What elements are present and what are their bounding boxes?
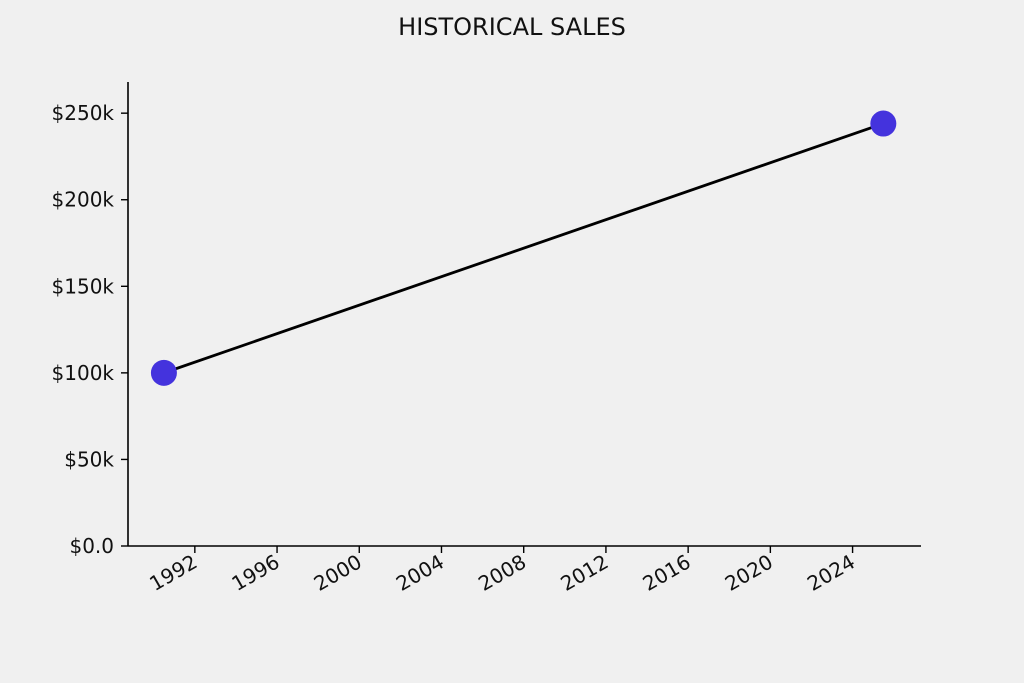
x-axis-ticks: 1992 1996 2000 2004 2008 2012 2016 2020 2024 <box>145 546 859 596</box>
x-tick-label: 2012 <box>556 550 612 596</box>
y-tick-label: $200k <box>52 188 115 212</box>
data-point <box>150 359 177 386</box>
x-tick-label: 2000 <box>310 550 366 596</box>
y-tick-label: $0.0 <box>69 534 114 558</box>
x-tick-label: 1996 <box>227 550 283 596</box>
x-tick-label: 1992 <box>145 550 201 596</box>
x-tick-label: 2024 <box>803 550 859 596</box>
axes <box>127 82 921 547</box>
y-tick-label: $100k <box>52 361 115 385</box>
y-tick-label: $150k <box>52 274 115 298</box>
data-point <box>870 110 897 137</box>
y-tick-label: $250k <box>52 101 115 125</box>
x-tick-label: 2004 <box>392 550 448 596</box>
y-axis-ticks: $0.0 $50k $100k $150k $200k $250k <box>52 101 128 558</box>
x-tick-label: 2016 <box>639 550 695 596</box>
y-tick-label: $50k <box>64 447 114 471</box>
series-layer <box>150 110 897 386</box>
series-line <box>163 122 884 375</box>
x-tick-label: 2020 <box>721 550 777 596</box>
x-tick-label: 2008 <box>474 550 530 596</box>
chart-title: HISTORICAL SALES <box>398 13 626 41</box>
